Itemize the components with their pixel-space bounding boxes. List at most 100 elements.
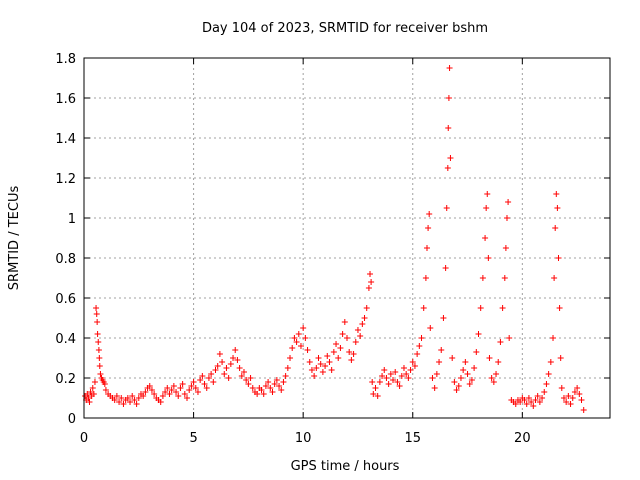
y-tick-label: 0.4: [55, 332, 76, 347]
y-tick-label: 1.6: [55, 92, 76, 107]
data-point: [146, 383, 153, 389]
data-point: [523, 401, 530, 407]
data-point: [247, 375, 254, 381]
data-point: [287, 355, 294, 361]
data-point: [409, 359, 416, 365]
data-point: [556, 305, 563, 311]
data-point: [324, 353, 331, 359]
data-point: [551, 275, 558, 281]
data-point: [407, 367, 414, 373]
data-point: [403, 371, 410, 377]
data-point: [521, 397, 528, 403]
data-point: [553, 191, 560, 197]
data-point: [308, 367, 315, 373]
data-point: [555, 255, 562, 261]
data-point: [453, 387, 460, 393]
data-point: [337, 345, 344, 351]
data-point: [376, 379, 383, 385]
data-point: [442, 265, 449, 271]
data-point: [94, 319, 101, 325]
data-point: [194, 389, 201, 395]
y-tick-label: 0.6: [55, 292, 76, 307]
data-point: [530, 403, 537, 409]
data-point: [113, 393, 120, 399]
data-point: [151, 391, 158, 397]
data-point: [101, 381, 108, 387]
data-point: [416, 343, 423, 349]
data-point: [460, 367, 467, 373]
data-point: [422, 275, 429, 281]
y-tick-label: 1: [68, 212, 76, 227]
data-point: [192, 385, 199, 391]
data-point: [177, 385, 184, 391]
y-tick-label: 1.2: [55, 172, 76, 187]
data-point: [560, 395, 567, 401]
data-point: [394, 379, 401, 385]
data-point: [445, 125, 452, 131]
data-point: [567, 401, 574, 407]
data-point: [170, 383, 177, 389]
data-point: [379, 373, 386, 379]
data-point: [545, 371, 552, 377]
data-point: [468, 377, 475, 383]
data-point: [550, 335, 557, 341]
data-point: [425, 225, 432, 231]
data-point: [280, 379, 287, 385]
data-point: [499, 305, 506, 311]
data-point: [87, 389, 94, 395]
data-point: [124, 395, 131, 401]
data-point: [118, 395, 125, 401]
data-point: [569, 395, 576, 401]
data-point: [485, 255, 492, 261]
data-point: [293, 339, 300, 345]
data-point: [501, 275, 508, 281]
data-point: [429, 375, 436, 381]
data-point: [300, 325, 307, 331]
data-point: [541, 389, 548, 395]
data-point: [339, 331, 346, 337]
data-point: [205, 375, 212, 381]
data-point: [525, 395, 532, 401]
data-point: [493, 371, 500, 377]
data-point: [249, 385, 256, 391]
data-point: [243, 377, 250, 383]
gridlines: [84, 58, 610, 418]
data-point: [348, 357, 355, 363]
data-point: [335, 355, 342, 361]
data-point: [140, 393, 147, 399]
data-point: [90, 391, 97, 397]
data-point: [431, 385, 438, 391]
data-point: [433, 371, 440, 377]
data-point: [350, 351, 357, 357]
data-point: [365, 285, 372, 291]
data-point: [84, 391, 91, 397]
data-point: [390, 377, 397, 383]
data-point: [319, 369, 326, 375]
data-point: [116, 399, 123, 405]
y-tick-label: 0.2: [55, 372, 76, 387]
data-point: [359, 321, 366, 327]
data-point: [102, 387, 109, 393]
data-point: [330, 349, 337, 355]
data-point: [96, 363, 103, 369]
data-point: [148, 387, 155, 393]
data-point: [186, 387, 193, 393]
data-point: [427, 325, 434, 331]
data-point: [142, 389, 149, 395]
data-point: [181, 391, 188, 397]
data-point: [221, 371, 228, 377]
data-point: [317, 361, 324, 367]
x-tick-label: 0: [80, 431, 88, 446]
data-point: [502, 245, 509, 251]
data-point: [179, 381, 186, 387]
data-point: [473, 349, 480, 355]
data-point: [503, 215, 510, 221]
data-point: [135, 395, 142, 401]
data-point: [210, 379, 217, 385]
data-point: [418, 335, 425, 341]
data-point: [227, 361, 234, 367]
data-point: [159, 393, 166, 399]
data-point: [580, 407, 587, 413]
data-point: [451, 379, 458, 385]
